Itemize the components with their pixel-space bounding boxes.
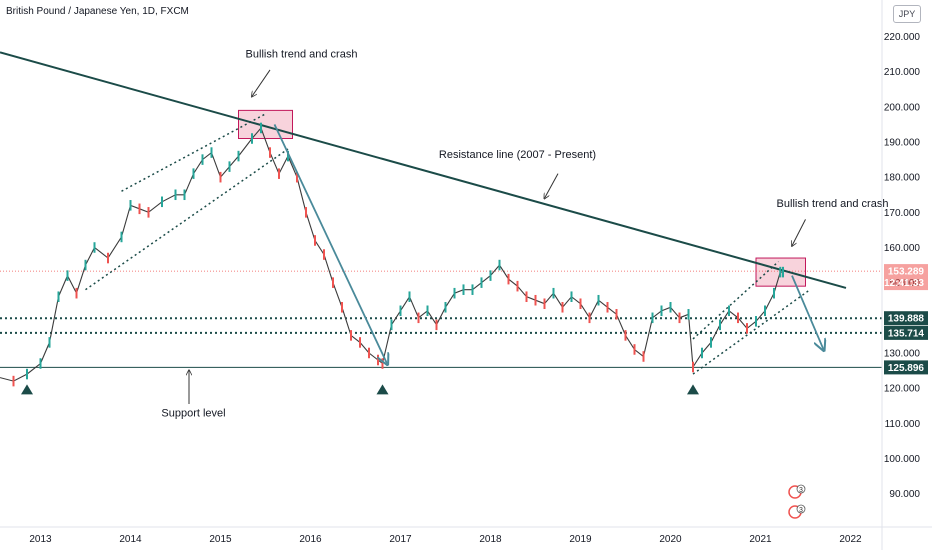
- level-price-tag: [884, 325, 928, 340]
- price-series-line: [0, 126, 783, 382]
- y-tick-label: 100.000: [884, 454, 921, 465]
- crash-arrow-1: [273, 124, 388, 363]
- annotation-label: Bullish trend and crash: [246, 49, 358, 61]
- channel-1-upper: [121, 113, 266, 192]
- y-tick-label: 220.000: [884, 32, 921, 43]
- badge-count-bubble: [796, 504, 806, 514]
- x-tick-label: 2013: [29, 534, 52, 545]
- annotation-label: Bullish trend and crash: [777, 198, 889, 210]
- countdown-label: 12:41:33: [884, 278, 924, 289]
- plot-area: Bullish trend and crash Resistance line (…: [0, 49, 889, 519]
- x-tick-label: 2015: [209, 534, 232, 545]
- y-tick-label: 90.000: [889, 489, 920, 500]
- y-tick-label: 180.000: [884, 173, 921, 184]
- pointer-arrow-1: [252, 69, 271, 96]
- symbol-title: British Pound / Japanese Yen, 1D, FXCM: [6, 6, 189, 17]
- current-price-tag: [884, 264, 928, 291]
- y-tick-label: 160.000: [884, 243, 921, 254]
- y-tick-label: 120.000: [884, 384, 921, 395]
- y-tick-label: 170.000: [884, 208, 921, 219]
- x-tick-label: 2020: [659, 534, 682, 545]
- support-marker-triangle: [687, 384, 699, 395]
- current-price-label: 153.289: [888, 267, 925, 278]
- channel-2-lower: [692, 289, 811, 375]
- x-tick-label: 2018: [479, 534, 502, 545]
- channel-1-lower: [85, 148, 289, 291]
- y-tick-label: 190.000: [884, 138, 921, 149]
- support-marker-triangle: [21, 384, 33, 395]
- y-tick-label: 110.000: [885, 419, 921, 430]
- badge-count: 3: [799, 507, 803, 514]
- crash-arrow-2: [791, 275, 824, 350]
- x-tick-label: 2017: [389, 534, 412, 545]
- pointer-arrow-2: [545, 173, 559, 199]
- x-tick-label: 2022: [839, 534, 862, 545]
- level-price-label: 135.714: [888, 328, 925, 339]
- x-tick-label: 2014: [119, 534, 142, 545]
- resistance-line: [0, 51, 847, 289]
- pointer-arrow-3: [792, 219, 806, 245]
- highlight-box-1: [238, 109, 293, 140]
- badge-count: 3: [799, 487, 803, 494]
- annotation-label: Resistance line (2007 - Present): [439, 149, 596, 161]
- annotation-label: Support level: [161, 407, 225, 419]
- y-tick-label: 210.000: [884, 67, 921, 78]
- y-tick-label: 130.000: [884, 348, 921, 359]
- channel-2-upper: [692, 261, 780, 340]
- x-tick-label: 2019: [569, 534, 592, 545]
- currency-button[interactable]: JPY: [893, 5, 921, 23]
- level-price-tag: [884, 360, 928, 375]
- x-tick-label: 2016: [299, 534, 322, 545]
- level-price-label: 139.888: [888, 314, 925, 325]
- level-price-label: 125.896: [888, 363, 925, 374]
- x-tick-label: 2021: [749, 534, 772, 545]
- level-price-tag: [884, 311, 928, 326]
- y-tick-label: 200.000: [884, 102, 921, 113]
- support-marker-triangle: [376, 384, 389, 395]
- badge-count-bubble: [796, 484, 806, 494]
